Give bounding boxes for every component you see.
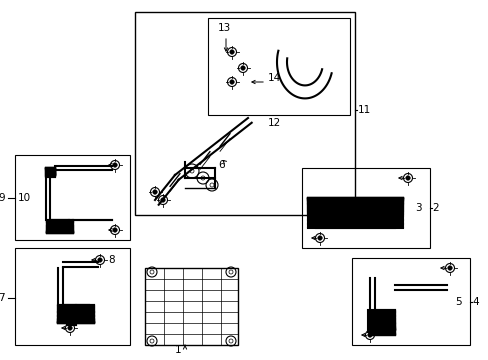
Text: 1: 1 <box>175 345 181 355</box>
Circle shape <box>228 270 232 274</box>
Text: 2: 2 <box>431 203 438 213</box>
Text: 13: 13 <box>218 23 231 33</box>
Circle shape <box>240 66 245 70</box>
Circle shape <box>229 80 234 84</box>
Text: 6: 6 <box>218 160 224 170</box>
Text: 12: 12 <box>267 118 281 128</box>
Text: 10: 10 <box>18 193 31 203</box>
Bar <box>302 168 429 248</box>
Text: 8: 8 <box>108 255 114 265</box>
Circle shape <box>317 236 322 240</box>
Circle shape <box>190 169 194 173</box>
Circle shape <box>150 270 154 274</box>
Circle shape <box>209 183 214 187</box>
Text: 7: 7 <box>0 293 5 303</box>
Circle shape <box>229 50 234 54</box>
Circle shape <box>228 339 232 343</box>
Bar <box>15 155 130 240</box>
Circle shape <box>405 176 409 180</box>
Bar <box>351 258 469 345</box>
Text: 5: 5 <box>454 297 461 307</box>
Circle shape <box>152 190 157 194</box>
Circle shape <box>98 258 102 262</box>
Bar <box>135 12 354 215</box>
Circle shape <box>447 266 451 270</box>
Circle shape <box>113 228 117 232</box>
Text: 14: 14 <box>267 73 281 83</box>
Circle shape <box>201 176 204 180</box>
Text: 9: 9 <box>0 193 5 203</box>
Circle shape <box>161 198 165 202</box>
Bar <box>15 248 130 345</box>
Bar <box>207 18 349 115</box>
Text: 11: 11 <box>357 105 370 115</box>
Bar <box>145 268 238 345</box>
Circle shape <box>68 326 72 330</box>
Circle shape <box>150 339 154 343</box>
Circle shape <box>113 163 117 167</box>
Text: 4: 4 <box>471 297 478 307</box>
Text: 3: 3 <box>414 203 421 213</box>
Circle shape <box>367 333 371 337</box>
